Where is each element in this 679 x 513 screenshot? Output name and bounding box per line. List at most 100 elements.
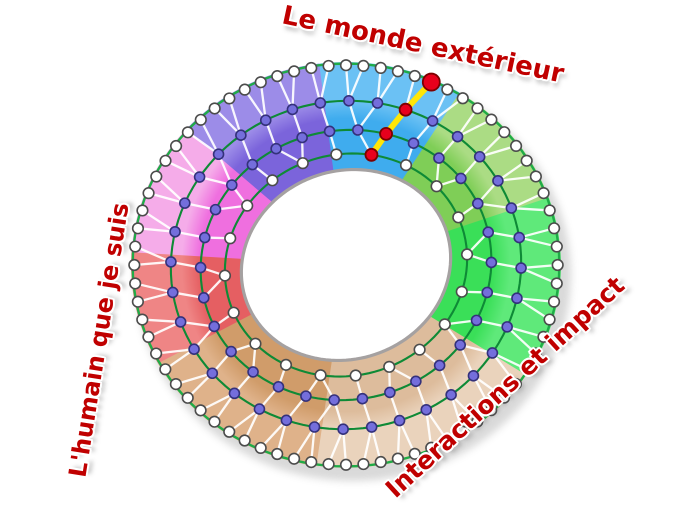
mesh-node-purple[interactable] [505,202,518,214]
mesh-node-white[interactable] [305,61,318,75]
mesh-node-white[interactable] [520,154,533,167]
mesh-node-purple[interactable] [323,125,336,138]
mesh-node-white[interactable] [330,148,343,161]
mesh-node-white[interactable] [129,277,142,290]
mesh-node-white[interactable] [399,159,413,172]
sector-green[interactable] [429,197,561,376]
mesh-node-purple[interactable] [393,414,406,427]
mesh-node-white[interactable] [537,330,550,343]
mesh-node-purple[interactable] [471,197,484,210]
mesh-node-purple[interactable] [426,115,439,127]
mesh-node-white[interactable] [537,186,550,200]
mesh-node-purple[interactable] [352,124,364,136]
mesh-node-purple[interactable] [314,97,327,109]
mesh-node-white[interactable] [374,61,387,75]
mesh-node-purple[interactable] [174,316,187,328]
mesh-node-white[interactable] [142,187,155,200]
mesh-node-purple[interactable] [212,148,225,161]
mesh-node-white[interactable] [249,337,262,350]
mesh-node-white[interactable] [181,126,194,139]
mesh-node-purple[interactable] [356,392,369,405]
mesh-node-white[interactable] [314,369,327,382]
mesh-node-white[interactable] [223,425,236,438]
mesh-node-purple[interactable] [166,286,179,299]
mesh-node-white[interactable] [485,113,498,126]
mesh-node-purple[interactable] [515,262,527,274]
mesh-node-white[interactable] [208,102,221,115]
mesh-node-white[interactable] [339,458,353,471]
path-dot[interactable] [398,102,413,117]
mesh-node-white[interactable] [271,447,284,461]
mesh-node-white[interactable] [547,295,561,308]
mesh-node-white[interactable] [169,139,183,153]
mesh-node-white[interactable] [136,313,149,326]
mesh-node-purple[interactable] [198,231,211,244]
mesh-node-purple[interactable] [486,347,499,359]
mesh-node-white[interactable] [288,65,301,78]
path-dot[interactable] [421,72,441,92]
mesh-node-white[interactable] [208,415,221,428]
mesh-node-purple[interactable] [193,171,206,183]
mesh-node-white[interactable] [224,232,237,245]
mesh-node-purple[interactable] [300,390,312,402]
mesh-node-white[interactable] [391,452,404,465]
mesh-node-white[interactable] [266,174,279,187]
mesh-node-purple[interactable] [420,403,433,416]
mesh-node-white[interactable] [129,240,142,253]
mesh-node-purple[interactable] [165,256,177,268]
mesh-node-white[interactable] [136,204,149,217]
mesh-node-white[interactable] [441,83,454,96]
mesh-node-white[interactable] [498,126,511,139]
mesh-node-white[interactable] [128,258,141,272]
mesh-node-purple[interactable] [410,375,422,388]
mesh-node-white[interactable] [131,222,145,235]
mesh-node-purple[interactable] [188,343,200,356]
mesh-node-purple[interactable] [206,367,219,380]
mesh-node-white[interactable] [441,434,454,447]
mesh-node-white[interactable] [194,113,207,126]
mesh-node-white[interactable] [142,330,155,344]
mesh-node-white[interactable] [238,83,251,96]
mesh-node-white[interactable] [305,455,318,469]
mesh-node-white[interactable] [227,306,240,319]
mesh-node-purple[interactable] [208,320,221,333]
mesh-node-purple[interactable] [433,359,446,372]
mesh-node-white[interactable] [241,199,254,212]
mesh-node-white[interactable] [455,285,468,298]
mesh-node-purple[interactable] [169,225,181,238]
sector-tan[interactable] [157,313,334,467]
mesh-node-purple[interactable] [445,389,457,401]
mesh-node-white[interactable] [452,211,465,224]
mesh-node-white[interactable] [223,92,236,105]
mesh-node-purple[interactable] [455,172,467,185]
mesh-node-white[interactable] [194,404,207,417]
mesh-node-white[interactable] [391,65,405,78]
mesh-node-white[interactable] [349,369,362,382]
mesh-node-white[interactable] [169,378,183,391]
mesh-node-purple[interactable] [247,366,259,378]
mesh-node-purple[interactable] [384,386,396,399]
mesh-node-purple[interactable] [482,226,495,238]
mesh-node-purple[interactable] [296,131,308,144]
mesh-node-white[interactable] [425,441,438,454]
mesh-node-white[interactable] [150,347,163,360]
mesh-node-white[interactable] [543,204,556,217]
mesh-node-purple[interactable] [485,256,498,269]
mesh-node-purple[interactable] [270,142,282,155]
path-dot[interactable] [364,147,379,162]
mesh-node-purple[interactable] [454,339,467,351]
mesh-node-purple[interactable] [197,292,210,304]
mesh-node-purple[interactable] [467,369,480,382]
mesh-node-purple[interactable] [228,387,241,400]
mesh-node-purple[interactable] [407,137,420,149]
mesh-node-purple[interactable] [179,197,191,209]
mesh-node-white[interactable] [181,391,194,404]
mesh-node-white[interactable] [456,92,469,105]
mesh-node-purple[interactable] [259,114,272,127]
mesh-node-white[interactable] [322,59,335,73]
mesh-node-purple[interactable] [246,158,259,171]
mesh-node-purple[interactable] [235,129,247,141]
mesh-node-white[interactable] [322,458,335,471]
mesh-node-purple[interactable] [253,403,266,415]
mesh-node-white[interactable] [150,170,163,183]
